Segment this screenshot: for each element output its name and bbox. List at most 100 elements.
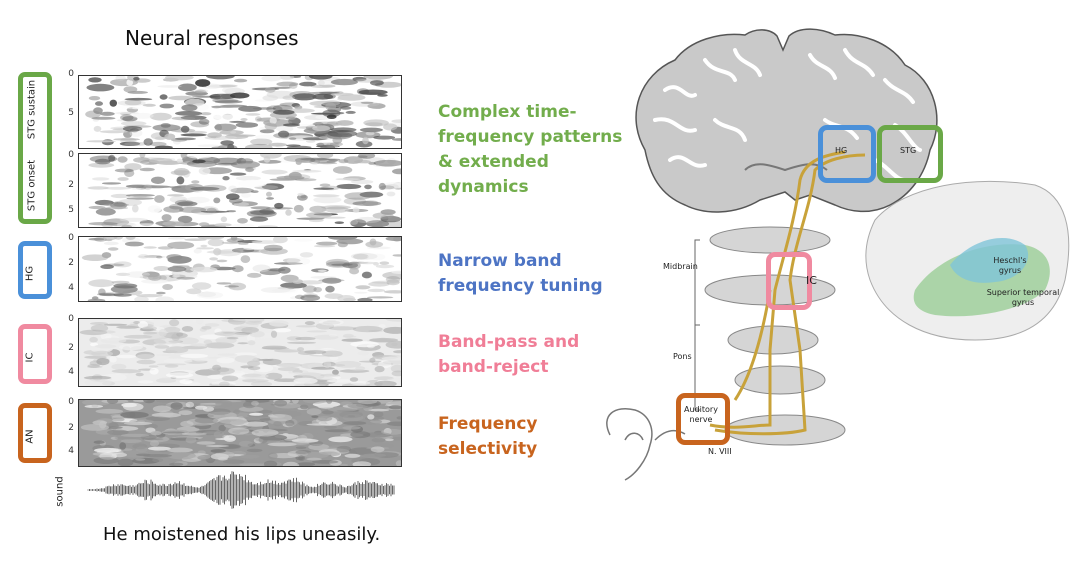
heatmap-blob	[269, 117, 277, 125]
heatmap-blob	[207, 356, 235, 359]
heatmap-blob	[133, 321, 140, 324]
heatmap-blob	[267, 268, 286, 272]
heatmap-blob	[230, 237, 238, 241]
heatmap-blob	[344, 192, 372, 200]
heatmap-blob	[201, 326, 212, 330]
heatmap-blob	[216, 282, 232, 285]
heatmap-blob	[207, 238, 225, 247]
heatmap-blob	[355, 285, 371, 290]
heatmap-blob	[258, 358, 274, 361]
heatmap-blob	[250, 381, 273, 386]
heatmap-blob	[186, 455, 205, 458]
heatmap-blob	[349, 267, 360, 275]
heatmap-stg-sustain	[78, 75, 402, 149]
heatmap-blob	[123, 402, 144, 411]
heatmap-blob	[208, 384, 236, 386]
heatmap-blob	[215, 135, 237, 140]
heatmap-blob	[391, 270, 401, 274]
heatmap-blob	[224, 285, 239, 288]
heatmap-blob	[232, 319, 262, 322]
heatmap-blob	[123, 334, 153, 339]
an-label: AN	[24, 429, 36, 444]
heatmap-blob	[180, 115, 207, 120]
heatmap-blob	[143, 454, 172, 458]
heatmap-blob	[303, 127, 330, 134]
heatmap-blob	[293, 377, 318, 385]
heatmap-blob	[167, 266, 187, 272]
heatmap-blob	[295, 446, 307, 449]
heatmap-blob	[368, 161, 376, 165]
heatmap-blob	[236, 155, 245, 159]
heatmap-blob	[204, 323, 220, 327]
heatmap-blob	[289, 372, 303, 375]
heatmap-blob	[306, 457, 322, 461]
heatmap-blob	[300, 404, 309, 410]
heatmap-blob	[111, 452, 127, 458]
heatmap-blob	[124, 141, 148, 146]
heatmap-blob	[214, 331, 236, 336]
heatmap-blob	[325, 102, 337, 111]
heatmap-blob	[348, 367, 370, 371]
heatmap-blob	[222, 113, 233, 120]
heatmap-blob	[299, 252, 314, 258]
heatmap-blob	[111, 363, 127, 370]
heatmap-blob	[230, 187, 254, 194]
heatmap-blob	[322, 109, 341, 118]
heatmap-blob	[313, 287, 322, 293]
heatmap-blob	[162, 284, 173, 290]
heatmap-blob	[214, 328, 222, 334]
heatmap-blob	[132, 112, 154, 119]
heatmap-blob	[157, 246, 174, 250]
heatmap-blob	[132, 443, 148, 450]
heatmap-blob	[89, 336, 98, 343]
heatmap-blob	[266, 197, 274, 200]
heatmap-blob	[276, 81, 299, 87]
heatmap-blob	[197, 144, 220, 148]
heatmap-blob	[338, 159, 349, 164]
heatmap-blob	[214, 123, 237, 131]
heatmap-blob	[332, 166, 353, 174]
heatmap-blob	[92, 330, 116, 334]
heatmap-blob	[252, 264, 271, 273]
heatmap-blob	[142, 103, 156, 107]
heatmap-blob	[387, 157, 396, 165]
heatmap-blob	[147, 205, 162, 213]
heatmap-blob	[392, 254, 401, 257]
heatmap-blob	[195, 405, 208, 410]
heatmap-blob	[239, 463, 267, 466]
heatmap-blob	[148, 273, 162, 281]
heatmap-blob	[87, 365, 103, 368]
heatmap-blob	[318, 420, 343, 426]
heatmap-blob	[388, 405, 401, 410]
heatmap-blob	[292, 400, 299, 404]
heatmap-blob	[352, 325, 383, 333]
heatmap-blob	[381, 356, 401, 361]
heatmap-blob	[203, 339, 213, 345]
heatmap-blob	[167, 447, 193, 453]
heatmap-blob	[282, 461, 300, 466]
heatmap-blob	[109, 99, 117, 107]
heatmap-blob	[352, 461, 372, 466]
heatmap-blob	[166, 254, 183, 261]
heatmap-blob	[152, 405, 171, 413]
heatmap-blob	[90, 322, 108, 325]
heatmap-blob	[311, 366, 335, 370]
tick: 2	[68, 180, 74, 190]
heatmap-blob	[153, 266, 170, 271]
heatmap-blob	[381, 428, 401, 435]
heatmap-blob	[391, 370, 401, 377]
heatmap-blob	[157, 85, 182, 88]
heatmap-blob	[222, 176, 230, 181]
heatmap-blob	[240, 255, 251, 263]
heatmap-blob	[238, 179, 267, 188]
heatmap-blob	[156, 255, 163, 259]
heatmap-blob	[148, 365, 159, 368]
heatmap-blob	[312, 93, 334, 100]
heatmap-blob	[115, 272, 131, 276]
heatmap-blob	[219, 381, 230, 386]
heatmap-blob	[271, 364, 298, 368]
heatmap-blob	[218, 424, 226, 432]
tick: 0	[68, 150, 74, 160]
heatmap-blob	[119, 217, 148, 222]
heatmap-blob	[259, 434, 288, 441]
